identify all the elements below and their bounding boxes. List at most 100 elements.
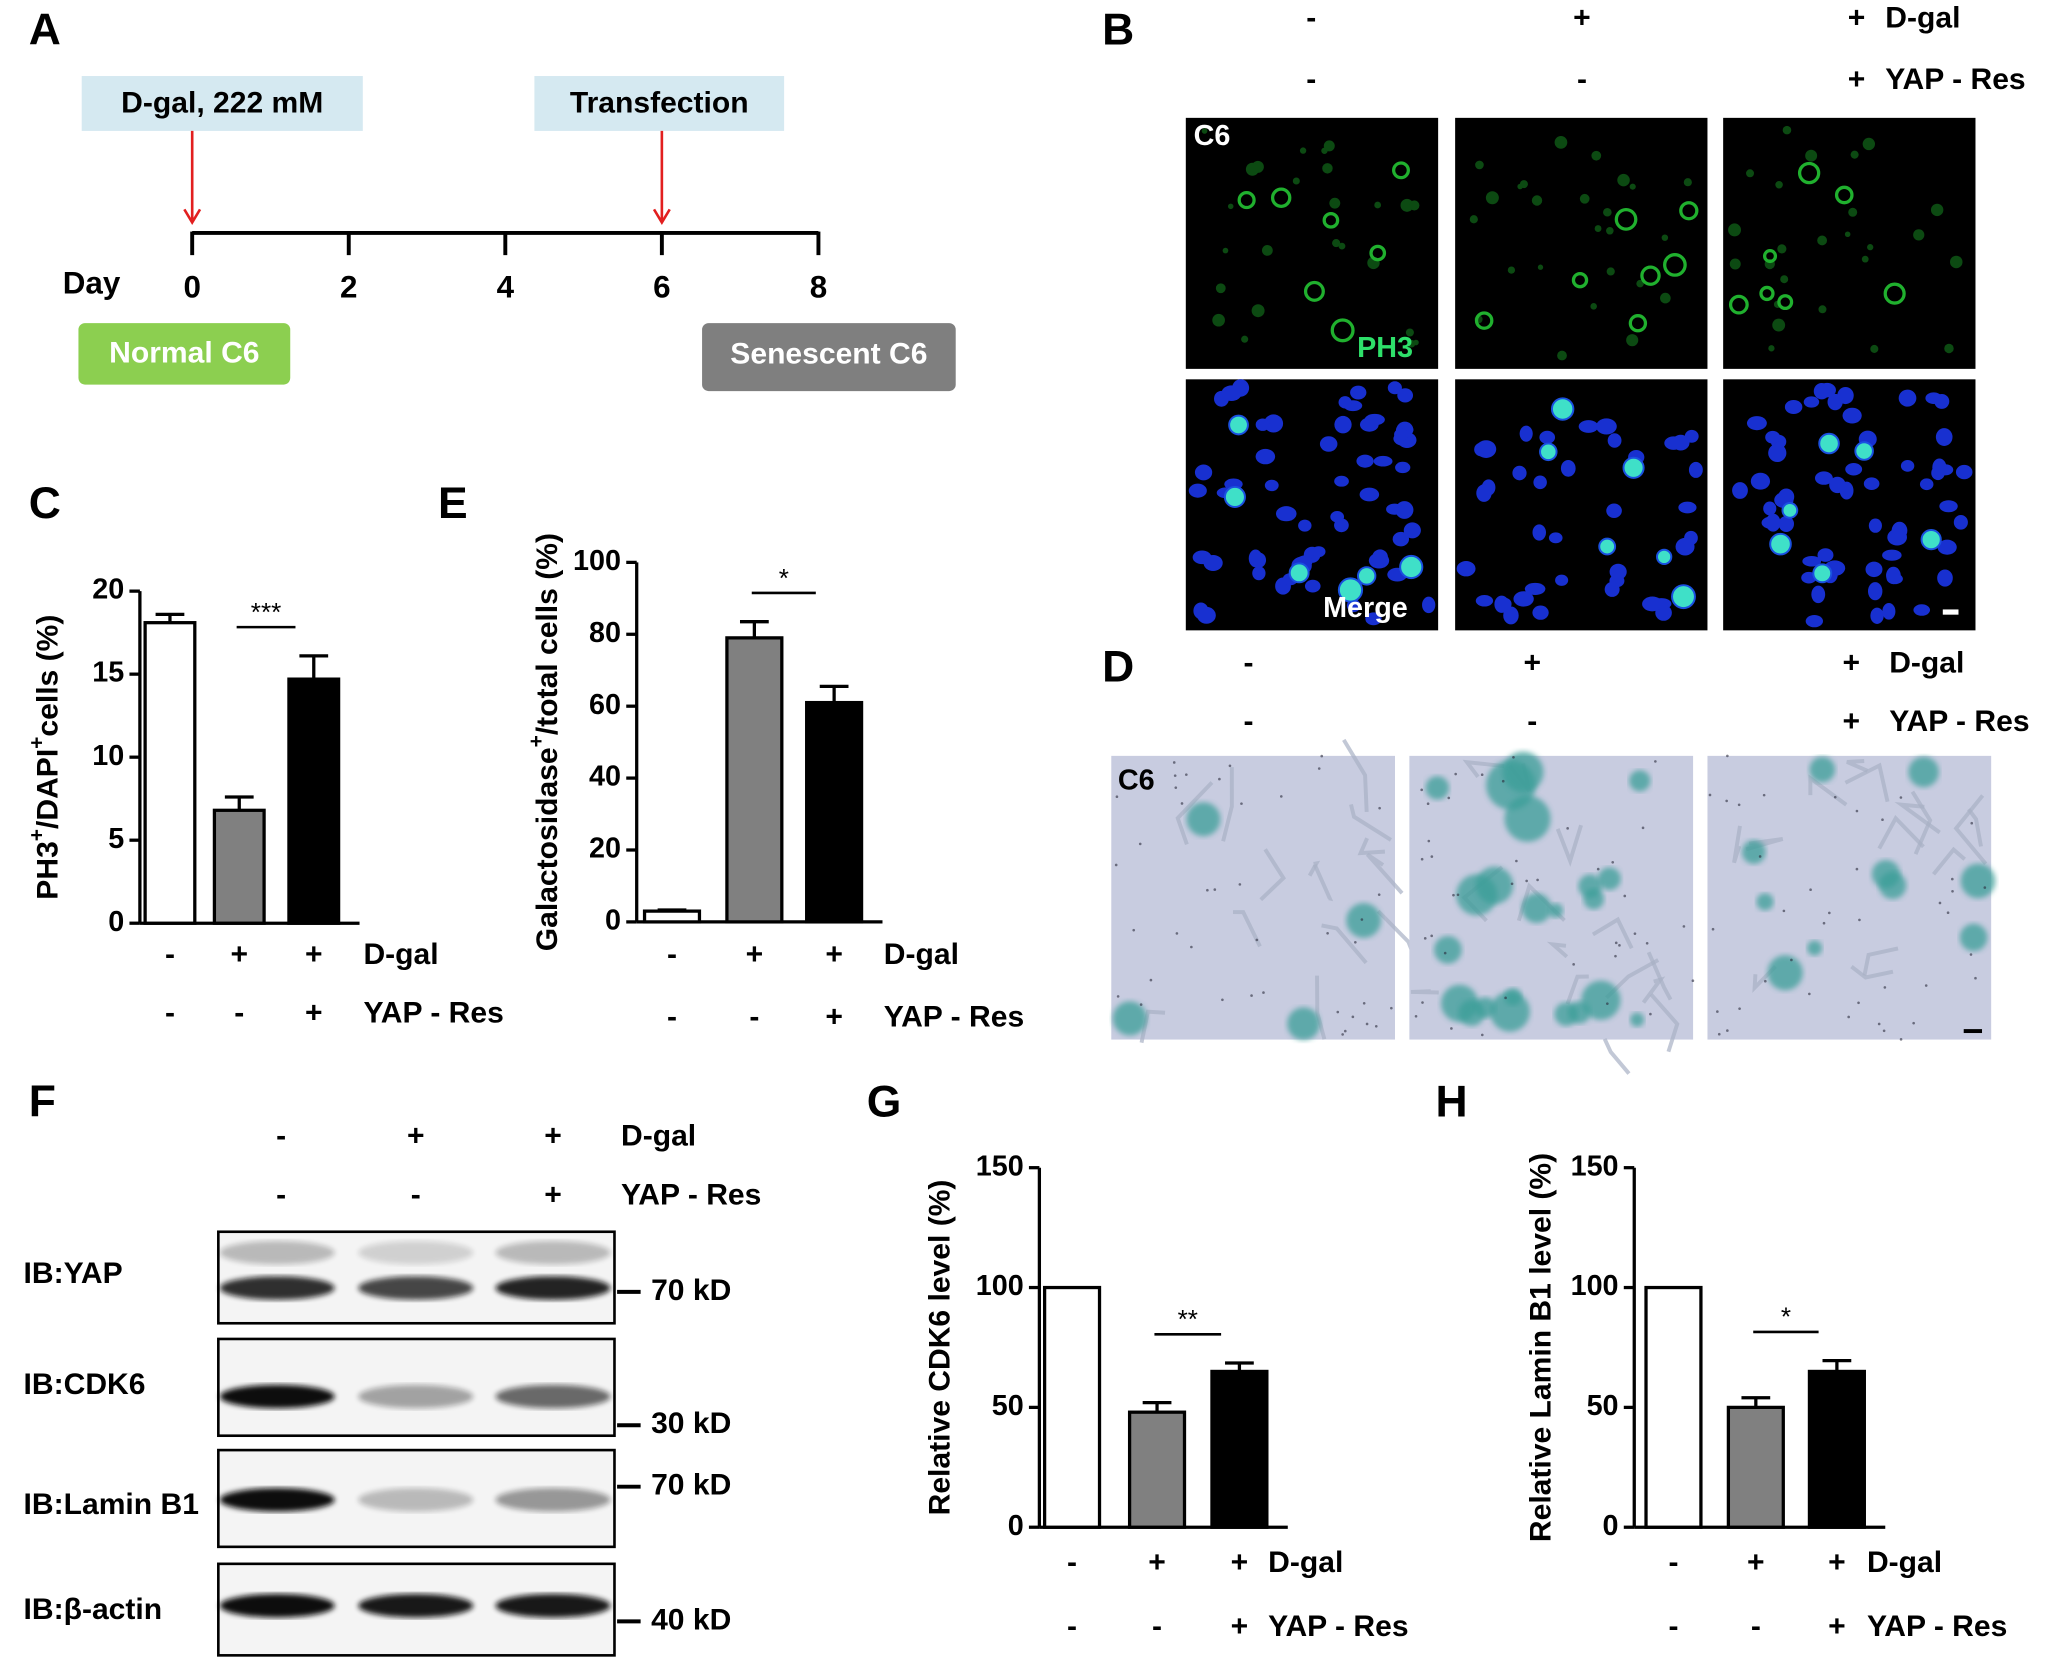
stain-label: PH3 bbox=[1357, 332, 1413, 364]
y-tick-label: 60 bbox=[589, 689, 621, 721]
condition-sign: - bbox=[165, 938, 175, 971]
cell-dim bbox=[1241, 335, 1249, 343]
speck bbox=[1218, 777, 1221, 781]
condition-name: YAP - Res bbox=[1885, 63, 2025, 96]
band bbox=[495, 1488, 611, 1512]
nucleus bbox=[1386, 503, 1404, 515]
cell-dim bbox=[1332, 238, 1341, 248]
speck bbox=[1614, 954, 1617, 958]
cell-outline bbox=[1910, 790, 1933, 855]
cell-dim bbox=[1531, 195, 1543, 206]
nucleus bbox=[1475, 595, 1494, 607]
cell-dim bbox=[1590, 303, 1597, 310]
y-tick-label: 0 bbox=[605, 904, 621, 936]
speck bbox=[1572, 963, 1575, 966]
speck bbox=[1354, 940, 1357, 944]
condition-name: YAP - Res bbox=[1867, 1610, 2007, 1643]
y-axis-label-part: Relative Lamin B1 level (%) bbox=[1525, 1153, 1558, 1542]
nucleus bbox=[1397, 388, 1414, 403]
stain-blob bbox=[1959, 923, 1988, 952]
cell-dim bbox=[1844, 231, 1851, 238]
condition-sign: - bbox=[165, 997, 175, 1030]
cell-dim bbox=[1323, 140, 1335, 152]
cell-dim bbox=[1728, 223, 1742, 237]
stain-blob bbox=[1434, 935, 1462, 964]
condition-sign: + bbox=[1148, 1546, 1166, 1579]
speck bbox=[1351, 1015, 1355, 1019]
cell-dim bbox=[1475, 160, 1484, 170]
nucleus bbox=[1763, 501, 1777, 516]
marker-label: 30 kD bbox=[651, 1407, 731, 1440]
condition-sign: + bbox=[230, 938, 248, 971]
speck bbox=[1115, 795, 1119, 799]
cell-dim bbox=[1251, 304, 1265, 318]
speck bbox=[1317, 767, 1321, 770]
condition-name: D-gal bbox=[1889, 646, 1964, 679]
speck bbox=[1430, 855, 1434, 858]
speck bbox=[1855, 809, 1859, 813]
speck bbox=[1883, 986, 1887, 989]
cell-outline bbox=[1846, 759, 1869, 773]
nucleus bbox=[1334, 475, 1349, 487]
band bbox=[358, 1276, 474, 1300]
nucleus bbox=[1394, 428, 1408, 441]
cell-dim bbox=[1299, 147, 1307, 154]
speck bbox=[1180, 802, 1184, 805]
cell-outline bbox=[1591, 916, 1634, 950]
nucleus bbox=[1868, 518, 1882, 533]
speck bbox=[1443, 951, 1447, 955]
condition-name: D-gal bbox=[1885, 2, 1960, 35]
speck bbox=[1969, 953, 1973, 956]
condition-sign: - bbox=[276, 1120, 286, 1153]
cell-dim bbox=[1949, 255, 1963, 269]
blot-label: IB:Lamin B1 bbox=[24, 1488, 199, 1521]
micrograph bbox=[1185, 117, 1439, 369]
cell-dim bbox=[1557, 350, 1567, 361]
condition-sign: + bbox=[305, 997, 323, 1030]
cell-outline bbox=[1357, 837, 1386, 856]
condition-name: YAP - Res bbox=[1889, 705, 2029, 738]
timeline-tick-label: 4 bbox=[497, 269, 515, 304]
stain-blob bbox=[1287, 1007, 1320, 1041]
condition-sign: - bbox=[1577, 63, 1587, 96]
condition-sign: - bbox=[1067, 1546, 1077, 1579]
nucleus bbox=[1494, 595, 1509, 613]
cell-green bbox=[1369, 244, 1387, 262]
cell-dim bbox=[1322, 163, 1333, 174]
blot-label: IB:CDK6 bbox=[24, 1368, 146, 1401]
band bbox=[219, 1276, 335, 1300]
stain-blob bbox=[1346, 903, 1382, 938]
nucleus bbox=[1533, 475, 1547, 490]
speck bbox=[1420, 857, 1424, 861]
condition-sign: + bbox=[407, 1120, 425, 1153]
condition-sign: - bbox=[234, 997, 244, 1030]
speck bbox=[1228, 764, 1232, 768]
cell-outline bbox=[1546, 941, 1569, 959]
nucleus bbox=[1334, 415, 1352, 434]
cell-dim bbox=[1617, 173, 1630, 187]
y-tick-label: 50 bbox=[992, 1390, 1024, 1422]
cell-dim bbox=[1629, 183, 1636, 190]
cell-merge bbox=[1228, 414, 1249, 436]
speck bbox=[1857, 1001, 1860, 1005]
nucleus bbox=[1519, 425, 1533, 442]
nucleus bbox=[1900, 459, 1915, 472]
y-tick-label: 5 bbox=[108, 823, 124, 855]
nucleus bbox=[1560, 459, 1576, 477]
band bbox=[495, 1593, 611, 1618]
speck bbox=[1238, 883, 1242, 886]
band bbox=[358, 1384, 474, 1409]
stain-blob bbox=[1598, 867, 1621, 891]
condition-sign: - bbox=[1306, 63, 1316, 96]
speck bbox=[1762, 793, 1766, 797]
nucleus bbox=[1607, 433, 1622, 448]
nucleus bbox=[1953, 515, 1968, 530]
timeline-tick-label: 0 bbox=[183, 269, 200, 304]
cell-merge bbox=[1671, 584, 1696, 610]
bar bbox=[1210, 1369, 1269, 1529]
cell-green bbox=[1237, 190, 1256, 210]
stain-blob bbox=[1489, 991, 1530, 1032]
cell-outline bbox=[1221, 767, 1234, 842]
speck bbox=[1611, 860, 1615, 864]
